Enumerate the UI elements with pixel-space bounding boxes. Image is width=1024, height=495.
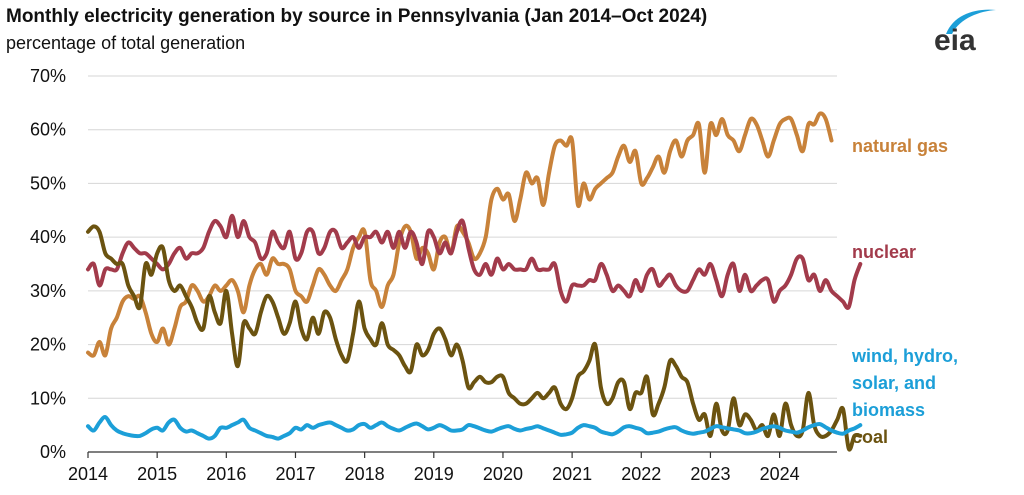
y-tick-label: 10%: [30, 388, 66, 408]
chart-title: Monthly electricity generation by source…: [6, 6, 708, 27]
y-tick-label: 30%: [30, 281, 66, 301]
y-tick-label: 70%: [30, 66, 66, 86]
y-tick-label: 20%: [30, 335, 66, 355]
series-line-natural-gas: [86, 111, 834, 358]
x-tick-label: 2023: [690, 464, 730, 484]
eia-logo: eia: [934, 9, 996, 54]
series-label: wind, hydro,: [851, 346, 958, 366]
series-label: solar, and: [852, 373, 936, 393]
x-tick-label: 2022: [621, 464, 661, 484]
x-tick-label: 2019: [414, 464, 454, 484]
series-line-nuclear: [86, 213, 863, 310]
series-label: natural gas: [852, 136, 948, 156]
x-tick-label: 2024: [760, 464, 800, 484]
x-tick-label: 2018: [345, 464, 385, 484]
y-tick-label: 60%: [30, 120, 66, 140]
x-tick-label: 2017: [275, 464, 315, 484]
y-tick-label: 0%: [40, 442, 66, 462]
series-label: nuclear: [852, 242, 916, 262]
eia-logo-arc: [946, 9, 996, 34]
eia-logo-text: eia: [934, 24, 976, 54]
series-lines: [86, 111, 863, 452]
x-tick-label: 2015: [137, 464, 177, 484]
chart-subtitle: percentage of total generation: [6, 33, 246, 53]
series-line-coal: [86, 224, 863, 452]
axes: 0% 10% 20% 30% 40% 50% 60% 70% 2014 2015 2016 2017 2…: [30, 66, 837, 484]
y-tick-label: 40%: [30, 227, 66, 247]
series-label: coal: [852, 427, 888, 447]
x-tick-label: 2016: [206, 464, 246, 484]
y-tick-label: 50%: [30, 173, 66, 193]
series-labels: natural gas nuclear coal wind, hydro, solar,…: [851, 136, 958, 447]
series-line-wind-hydro-solar-and-biomass: [86, 415, 863, 441]
x-tick-label: 2014: [68, 464, 108, 484]
series-label: biomass: [852, 400, 925, 420]
x-tick-label: 2021: [552, 464, 592, 484]
x-tick-label: 2020: [483, 464, 523, 484]
